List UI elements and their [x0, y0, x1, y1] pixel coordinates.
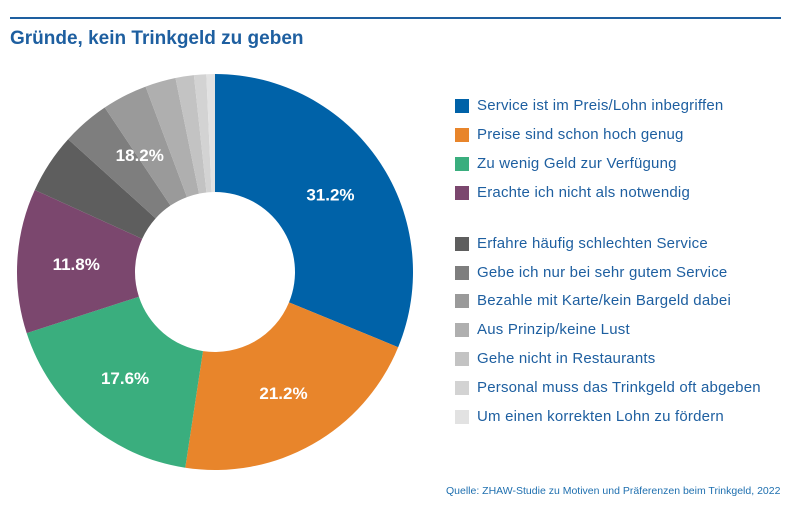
legend-label: Erachte ich nicht als notwendig	[477, 184, 690, 201]
legend-item: Gehe nicht in Restaurants	[455, 350, 655, 367]
legend-item: Erachte ich nicht als notwendig	[455, 184, 690, 201]
legend-label: Zu wenig Geld zur Verfügung	[477, 155, 677, 172]
donut-chart: 31.2% 21.2% 17.6% 11.8% 18.2%	[16, 74, 413, 470]
legend-item: Personal muss das Trinkgeld oft abgeben	[455, 379, 761, 396]
donut-slice	[26, 296, 203, 468]
legend-swatch	[455, 351, 469, 366]
legend-label: Erfahre häufig schlechten Service	[477, 235, 708, 252]
data-label: 31.2%	[306, 186, 354, 205]
top-rule	[10, 17, 781, 19]
legend-label: Personal muss das Trinkgeld oft abgeben	[477, 379, 761, 396]
donut-slice	[34, 139, 156, 239]
legend-item: Aus Prinzip/keine Lust	[455, 321, 630, 338]
legend-swatch	[455, 409, 469, 424]
legend-item: Zu wenig Geld zur Verfügung	[455, 155, 677, 172]
legend-swatch	[455, 265, 469, 280]
legend-label: Um einen korrekten Lohn zu fördern	[477, 408, 724, 425]
legend-label: Gebe ich nur bei sehr gutem Service	[477, 264, 728, 281]
donut-slice	[145, 77, 200, 198]
legend-label: Bezahle mit Karte/kein Bargeld dabei	[477, 292, 732, 309]
donut-slice	[206, 74, 215, 193]
legend-label: Aus Prinzip/keine Lust	[477, 321, 630, 338]
donut-slice	[193, 74, 212, 193]
legend-label: Service ist im Preis/Lohn inbegriffen	[477, 97, 724, 114]
legend-swatch	[455, 127, 469, 142]
donut-slice	[104, 86, 187, 206]
legend-label: Preise sind schon hoch genug	[477, 126, 684, 143]
legend-item: Service ist im Preis/Lohn inbegriffen	[455, 97, 723, 114]
legend-swatch	[455, 98, 469, 113]
donut-slice	[68, 107, 171, 219]
legend-swatch	[455, 322, 469, 337]
legend-swatch	[455, 156, 469, 171]
legend-item: Bezahle mit Karte/kein Bargeld dabei	[455, 292, 731, 309]
legend-item: Preise sind schon hoch genug	[455, 126, 684, 143]
legend-label: Gehe nicht in Restaurants	[477, 350, 656, 367]
data-label: 17.6%	[101, 369, 149, 388]
legend-swatch	[455, 380, 469, 395]
data-label: 18.2%	[116, 146, 164, 165]
legend-swatch	[455, 236, 469, 251]
donut-slice	[175, 75, 207, 194]
donut-slice	[16, 189, 143, 334]
legend-item: Erfahre häufig schlechten Service	[455, 235, 708, 252]
data-label: 21.2%	[259, 384, 307, 403]
source-note: Quelle: ZHAW-Studie zu Motiven und Präfe…	[446, 485, 781, 497]
donut-slice	[215, 74, 413, 348]
chart-title: Gründe, kein Trinkgeld zu geben	[10, 28, 304, 49]
legend-swatch	[455, 185, 469, 200]
donut-slice	[185, 302, 399, 470]
data-label: 11.8%	[53, 255, 100, 274]
legend-item: Um einen korrekten Lohn zu fördern	[455, 408, 724, 425]
legend-item: Gebe ich nur bei sehr gutem Service	[455, 264, 727, 281]
legend-swatch	[455, 293, 469, 308]
